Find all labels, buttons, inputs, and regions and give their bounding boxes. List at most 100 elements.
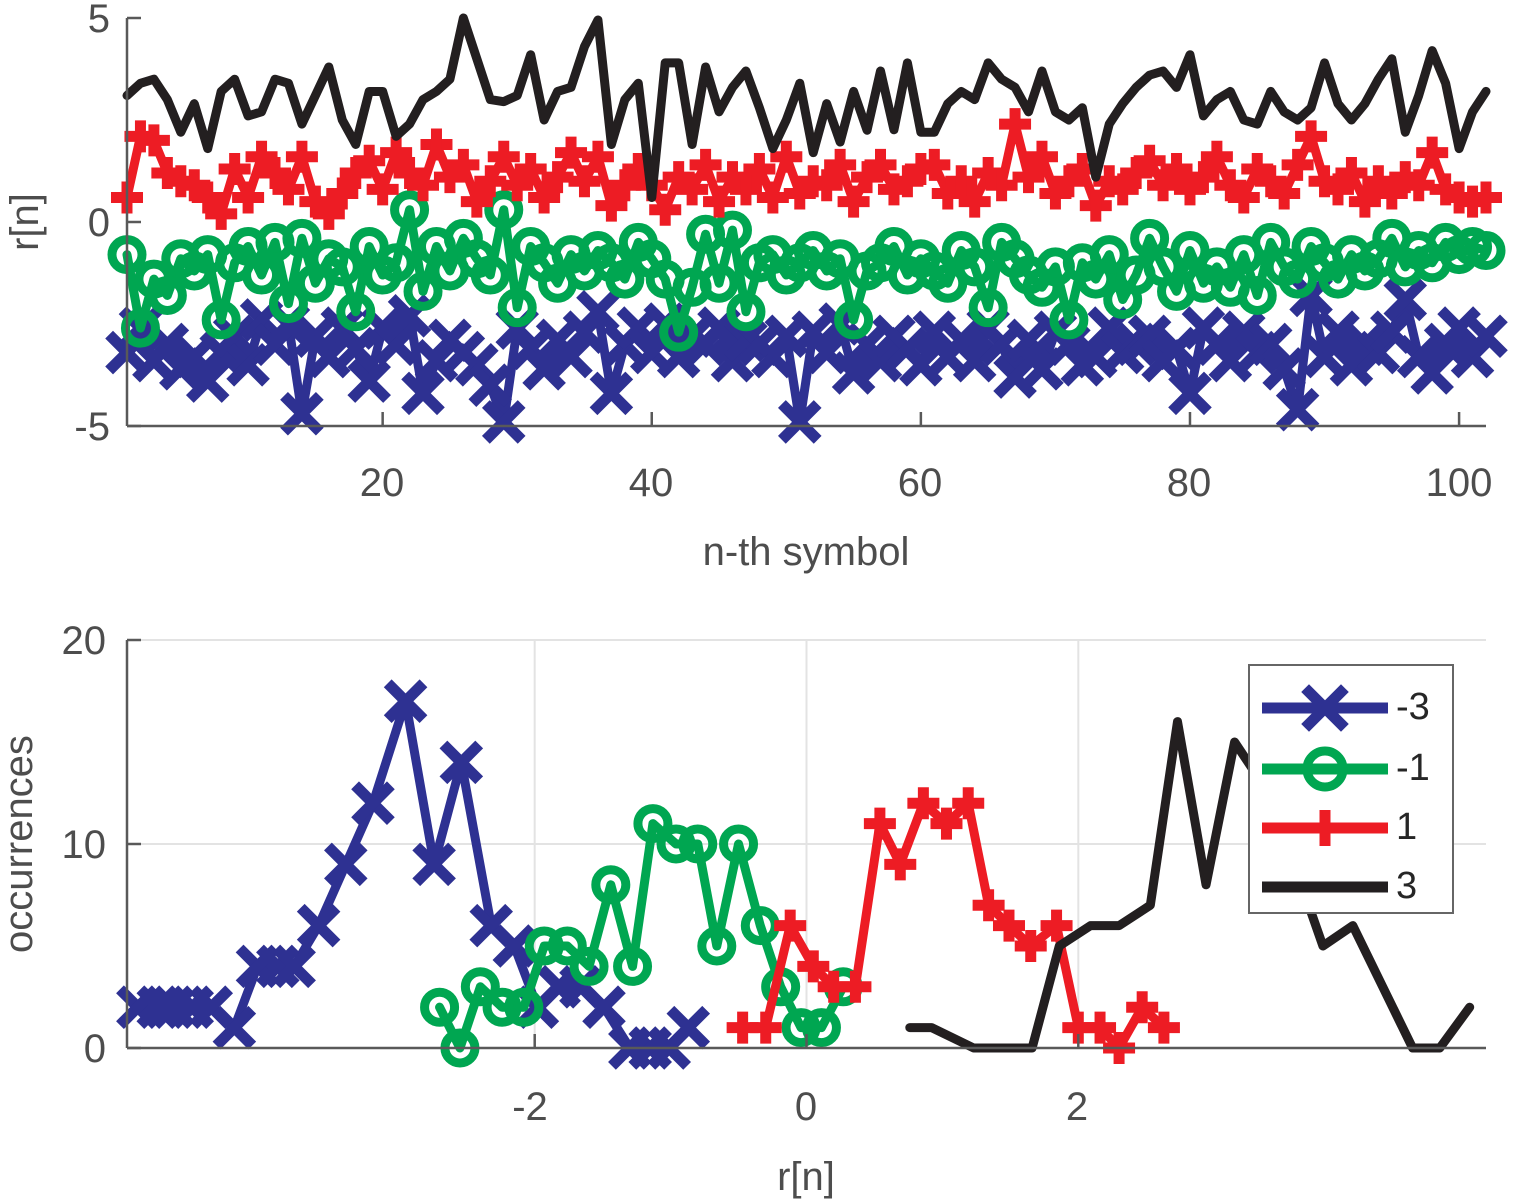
- top-point-minus3: [777, 400, 822, 444]
- bottom-point-minus1: [420, 987, 460, 1027]
- top-point-1: [555, 136, 588, 169]
- top-point-minus1: [1049, 300, 1089, 340]
- top-point-1: [676, 173, 709, 206]
- top-point-1: [366, 173, 399, 206]
- top-point-minus1: [470, 255, 510, 295]
- bottom-point-1: [839, 970, 872, 1003]
- top-point-minus1: [968, 288, 1008, 328]
- top-point-minus3: [347, 359, 391, 403]
- top-point-minus1: [1278, 259, 1318, 299]
- bottom-y-axis-label: occurrences: [0, 735, 41, 953]
- bottom-ticks: [127, 638, 1080, 1050]
- bottom-series-1: [726, 787, 1180, 1064]
- top-point-1: [420, 128, 453, 161]
- top-point-1: [407, 169, 440, 202]
- bottom-plot: 20 10 0 -2 0 2 r[n] occurrences -3 -1 1 …: [0, 619, 1486, 1199]
- bottom-point-1: [972, 889, 1005, 922]
- top-point-1: [1268, 177, 1301, 210]
- legend-label-3: 3: [1396, 865, 1417, 907]
- top-point-1: [232, 181, 265, 214]
- top-point-minus1: [605, 259, 645, 299]
- top-point-minus3: [1127, 314, 1172, 359]
- top-point-1: [649, 193, 682, 226]
- top-point-minus1: [390, 190, 430, 230]
- top-point-minus1: [834, 300, 874, 340]
- top-point-1: [595, 189, 628, 222]
- top-point-minus3: [589, 371, 634, 416]
- bottom-point-minus1: [482, 987, 522, 1027]
- top-point-1: [447, 148, 480, 181]
- bottom-point-1: [1014, 930, 1047, 962]
- top-point-1: [1295, 120, 1328, 153]
- top-point-1: [380, 136, 413, 169]
- top-point-minus3: [1168, 371, 1212, 416]
- top-point-minus1: [403, 271, 443, 311]
- top-point-minus3: [1275, 387, 1320, 432]
- top-point-1: [1402, 169, 1435, 202]
- top-point-1: [191, 181, 224, 214]
- top-point-minus1: [928, 263, 968, 303]
- bottom-x-axis-label: r[n]: [777, 1155, 835, 1199]
- top-series-1: [111, 108, 1502, 230]
- top-point-1: [756, 181, 789, 214]
- top-point-1: [1348, 185, 1381, 218]
- top-point-minus3: [401, 371, 445, 416]
- top-point-minus1: [336, 292, 376, 332]
- bottom-point-minus1: [633, 804, 673, 844]
- top-point-1: [985, 169, 1018, 202]
- bottom-y-tick-label-0: 0: [84, 1027, 106, 1071]
- top-point-minus1: [699, 263, 739, 303]
- top-x-tick-label-100: 100: [1426, 461, 1493, 505]
- bottom-point-minus3: [383, 679, 428, 723]
- bottom-point-minus1: [656, 824, 696, 864]
- top-point-1: [1079, 189, 1112, 222]
- top-point-minus1: [282, 218, 322, 258]
- bottom-point-1: [1147, 1011, 1180, 1044]
- top-point-minus3: [1248, 322, 1293, 367]
- top-series-line-3: [122, 13, 1491, 203]
- top-point-1: [326, 177, 359, 210]
- bottom-y-tick-label-10: 10: [62, 823, 107, 867]
- top-point-1: [1416, 136, 1449, 169]
- top-point-1: [1012, 161, 1045, 194]
- top-point-1: [918, 148, 951, 181]
- top-point-1: [1187, 161, 1220, 194]
- bottom-point-1: [774, 909, 807, 942]
- top-point-minus1: [120, 308, 160, 348]
- top-point-minus3: [468, 363, 513, 407]
- top-point-1: [1025, 140, 1058, 173]
- top-point-minus3: [280, 391, 324, 436]
- top-point-1: [810, 169, 843, 202]
- top-point-minus1: [955, 247, 995, 287]
- top-point-minus3: [858, 338, 903, 383]
- top-point-1: [1281, 148, 1314, 181]
- bottom-point-minus3: [666, 1005, 711, 1050]
- bottom-point-1: [1084, 1011, 1117, 1044]
- top-point-minus3: [522, 347, 566, 391]
- top-point-1: [581, 140, 614, 173]
- top-point-minus3: [1464, 314, 1508, 359]
- bottom-point-1: [863, 807, 896, 840]
- legend-swatch-1: [1262, 810, 1388, 846]
- top-point-1: [568, 165, 601, 198]
- top-series-minus1: [107, 190, 1506, 352]
- bottom-point-minus1: [781, 1008, 821, 1048]
- legend-label-1: 1: [1396, 806, 1417, 848]
- bottom-point-minus3: [324, 842, 368, 887]
- bottom-point-minus3: [439, 740, 484, 785]
- bottom-point-minus1: [678, 824, 718, 864]
- legend-swatch-minus1: [1262, 746, 1388, 792]
- top-point-1: [205, 197, 238, 230]
- top-point-minus1: [242, 255, 282, 295]
- top-point-minus1: [147, 275, 187, 315]
- top-point-minus3: [1316, 310, 1360, 354]
- bottom-x-tick-label-0: 0: [795, 1085, 817, 1129]
- top-point-minus1: [659, 312, 699, 352]
- top-point-1: [514, 152, 547, 185]
- top-point-minus3: [481, 400, 526, 444]
- top-point-1: [285, 140, 318, 173]
- top-y-tick-label-minus5: -5: [74, 405, 110, 449]
- bottom-point-minus1: [719, 824, 759, 864]
- top-plot: 5 0 -5 20 40 60 80 100 n-th symbol r[n]: [3, 0, 1508, 574]
